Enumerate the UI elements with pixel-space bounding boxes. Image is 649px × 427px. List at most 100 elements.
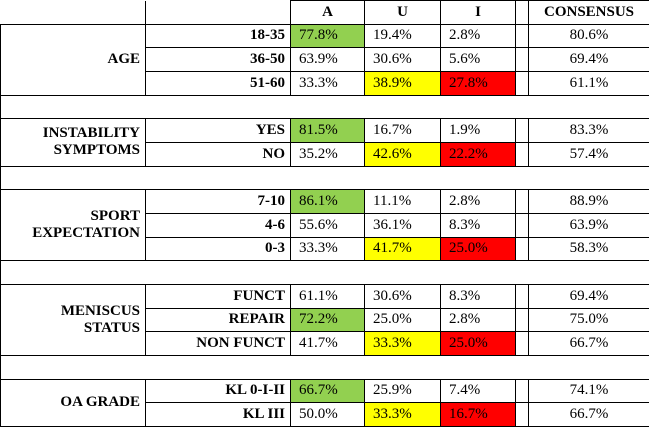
spacer-cell [0, 165, 649, 191]
consensus-cell: 69.4% [528, 283, 649, 309]
consensus-cell: 58.3% [528, 236, 649, 262]
group-label: MENISCUS STATUS [0, 283, 146, 356]
spacer-cell [0, 260, 649, 285]
gap-cell [515, 283, 529, 309]
row-label: 18-35 [145, 23, 291, 49]
data-row: NON FUNCT 41.7% 33.3% 25.0% 66.7% [1, 331, 649, 356]
consensus-cell: 88.9% [528, 189, 649, 214]
column-header: U [364, 0, 441, 25]
gap-cell [515, 307, 529, 333]
value-cell: 2.8% [440, 307, 516, 333]
value-cell: 30.6% [364, 283, 441, 309]
data-row: AGE 18-35 77.8% 19.4% 2.8% 80.6% [0, 23, 649, 96]
value-cell: 2.8% [440, 23, 516, 49]
blank-cell [0, 0, 146, 25]
value-cell: 77.8% [290, 23, 365, 49]
value-cell: 63.9% [290, 47, 365, 72]
data-row: 51-60 33.3% 38.9% 27.8% 61.1% [1, 70, 649, 96]
value-cell: 55.6% [290, 212, 365, 238]
row-label: YES [145, 118, 291, 143]
row-label: NON FUNCT [145, 331, 291, 356]
value-cell: 11.1% [364, 189, 441, 214]
value-cell: 8.3% [440, 212, 516, 238]
row-label: 0-3 [145, 236, 291, 262]
value-cell: 72.2% [290, 307, 365, 333]
value-cell: 33.3% [290, 236, 365, 262]
row-label: 7-10 [145, 189, 291, 214]
row-label: 4-6 [145, 212, 291, 238]
row-label: REPAIR [145, 307, 291, 333]
group-label: SPORT EXPECTATION [0, 189, 146, 262]
gap-cell [515, 0, 529, 25]
row-label: KL 0-I-II [145, 378, 291, 404]
value-cell: 1.9% [440, 118, 516, 143]
value-cell: 61.1% [290, 283, 365, 309]
consensus-cell: 57.4% [528, 141, 649, 167]
value-cell: 25.0% [364, 307, 441, 333]
gap-cell [515, 118, 529, 143]
value-cell: 41.7% [364, 236, 441, 262]
spacer-row [0, 165, 649, 191]
group-label: OA GRADE [0, 378, 146, 427]
gap-cell [515, 141, 529, 167]
consensus-cell: 66.7% [528, 402, 649, 427]
gap-cell [515, 23, 529, 49]
value-cell: 33.3% [364, 402, 441, 427]
gap-cell [515, 47, 529, 72]
data-row: OA GRADE KL 0-I-II 66.7% 25.9% 7.4% 74.1% [0, 378, 649, 427]
row-label: NO [145, 141, 291, 167]
value-cell: 33.3% [290, 70, 365, 96]
value-cell: 16.7% [364, 118, 441, 143]
value-cell: 5.6% [440, 47, 516, 72]
value-cell: 27.8% [440, 70, 516, 96]
column-header: CONSENSUS [528, 0, 649, 25]
value-cell: 36.1% [364, 212, 441, 238]
spacer-row [0, 260, 649, 285]
data-row: REPAIR 72.2% 25.0% 2.8% 75.0% [1, 307, 649, 333]
value-cell: 25.9% [364, 378, 441, 404]
group-label: AGE [0, 23, 146, 96]
consensus-cell: 66.7% [528, 331, 649, 356]
value-cell: 50.0% [290, 402, 365, 427]
consensus-cell: 80.6% [528, 23, 649, 49]
gap-cell [515, 236, 529, 262]
data-row: 36-50 63.9% 30.6% 5.6% 69.4% [1, 47, 649, 72]
data-row: SPORT EXPECTATION 7-10 86.1% 11.1% 2.8% 88.9% [0, 189, 649, 262]
consensus-cell: 75.0% [528, 307, 649, 333]
spacer-cell [0, 94, 649, 120]
row-label: KL III [145, 402, 291, 427]
row-label: FUNCT [145, 283, 291, 309]
value-cell: 19.4% [364, 23, 441, 49]
data-row: KL III 50.0% 33.3% 16.7% 66.7% [1, 402, 649, 427]
consensus-cell: 69.4% [528, 47, 649, 72]
data-row: 4-6 55.6% 36.1% 8.3% 63.9% [1, 212, 649, 238]
data-row: NO 35.2% 42.6% 22.2% 57.4% [1, 141, 649, 167]
gap-cell [515, 378, 529, 404]
value-cell: 33.3% [364, 331, 441, 356]
value-cell: 8.3% [440, 283, 516, 309]
spacer-row [0, 354, 649, 380]
value-cell: 16.7% [440, 402, 516, 427]
consensus-cell: 74.1% [528, 378, 649, 404]
value-cell: 41.7% [290, 331, 365, 356]
group-label: INSTABILITY SYMPTOMS [0, 118, 146, 167]
consensus-cell: 61.1% [528, 70, 649, 96]
gap-cell [515, 402, 529, 427]
value-cell: 25.0% [440, 236, 516, 262]
consensus-cell: 83.3% [528, 118, 649, 143]
column-header: A [290, 0, 365, 25]
value-cell: 38.9% [364, 70, 441, 96]
spacer-row [0, 94, 649, 120]
value-cell: 30.6% [364, 47, 441, 72]
data-row: 0-3 33.3% 41.7% 25.0% 58.3% [1, 236, 649, 262]
value-cell: 66.7% [290, 378, 365, 404]
value-cell: 81.5% [290, 118, 365, 143]
consensus-cell: 63.9% [528, 212, 649, 238]
gap-cell [515, 70, 529, 96]
value-cell: 86.1% [290, 189, 365, 214]
value-cell: 7.4% [440, 378, 516, 404]
value-cell: 2.8% [440, 189, 516, 214]
